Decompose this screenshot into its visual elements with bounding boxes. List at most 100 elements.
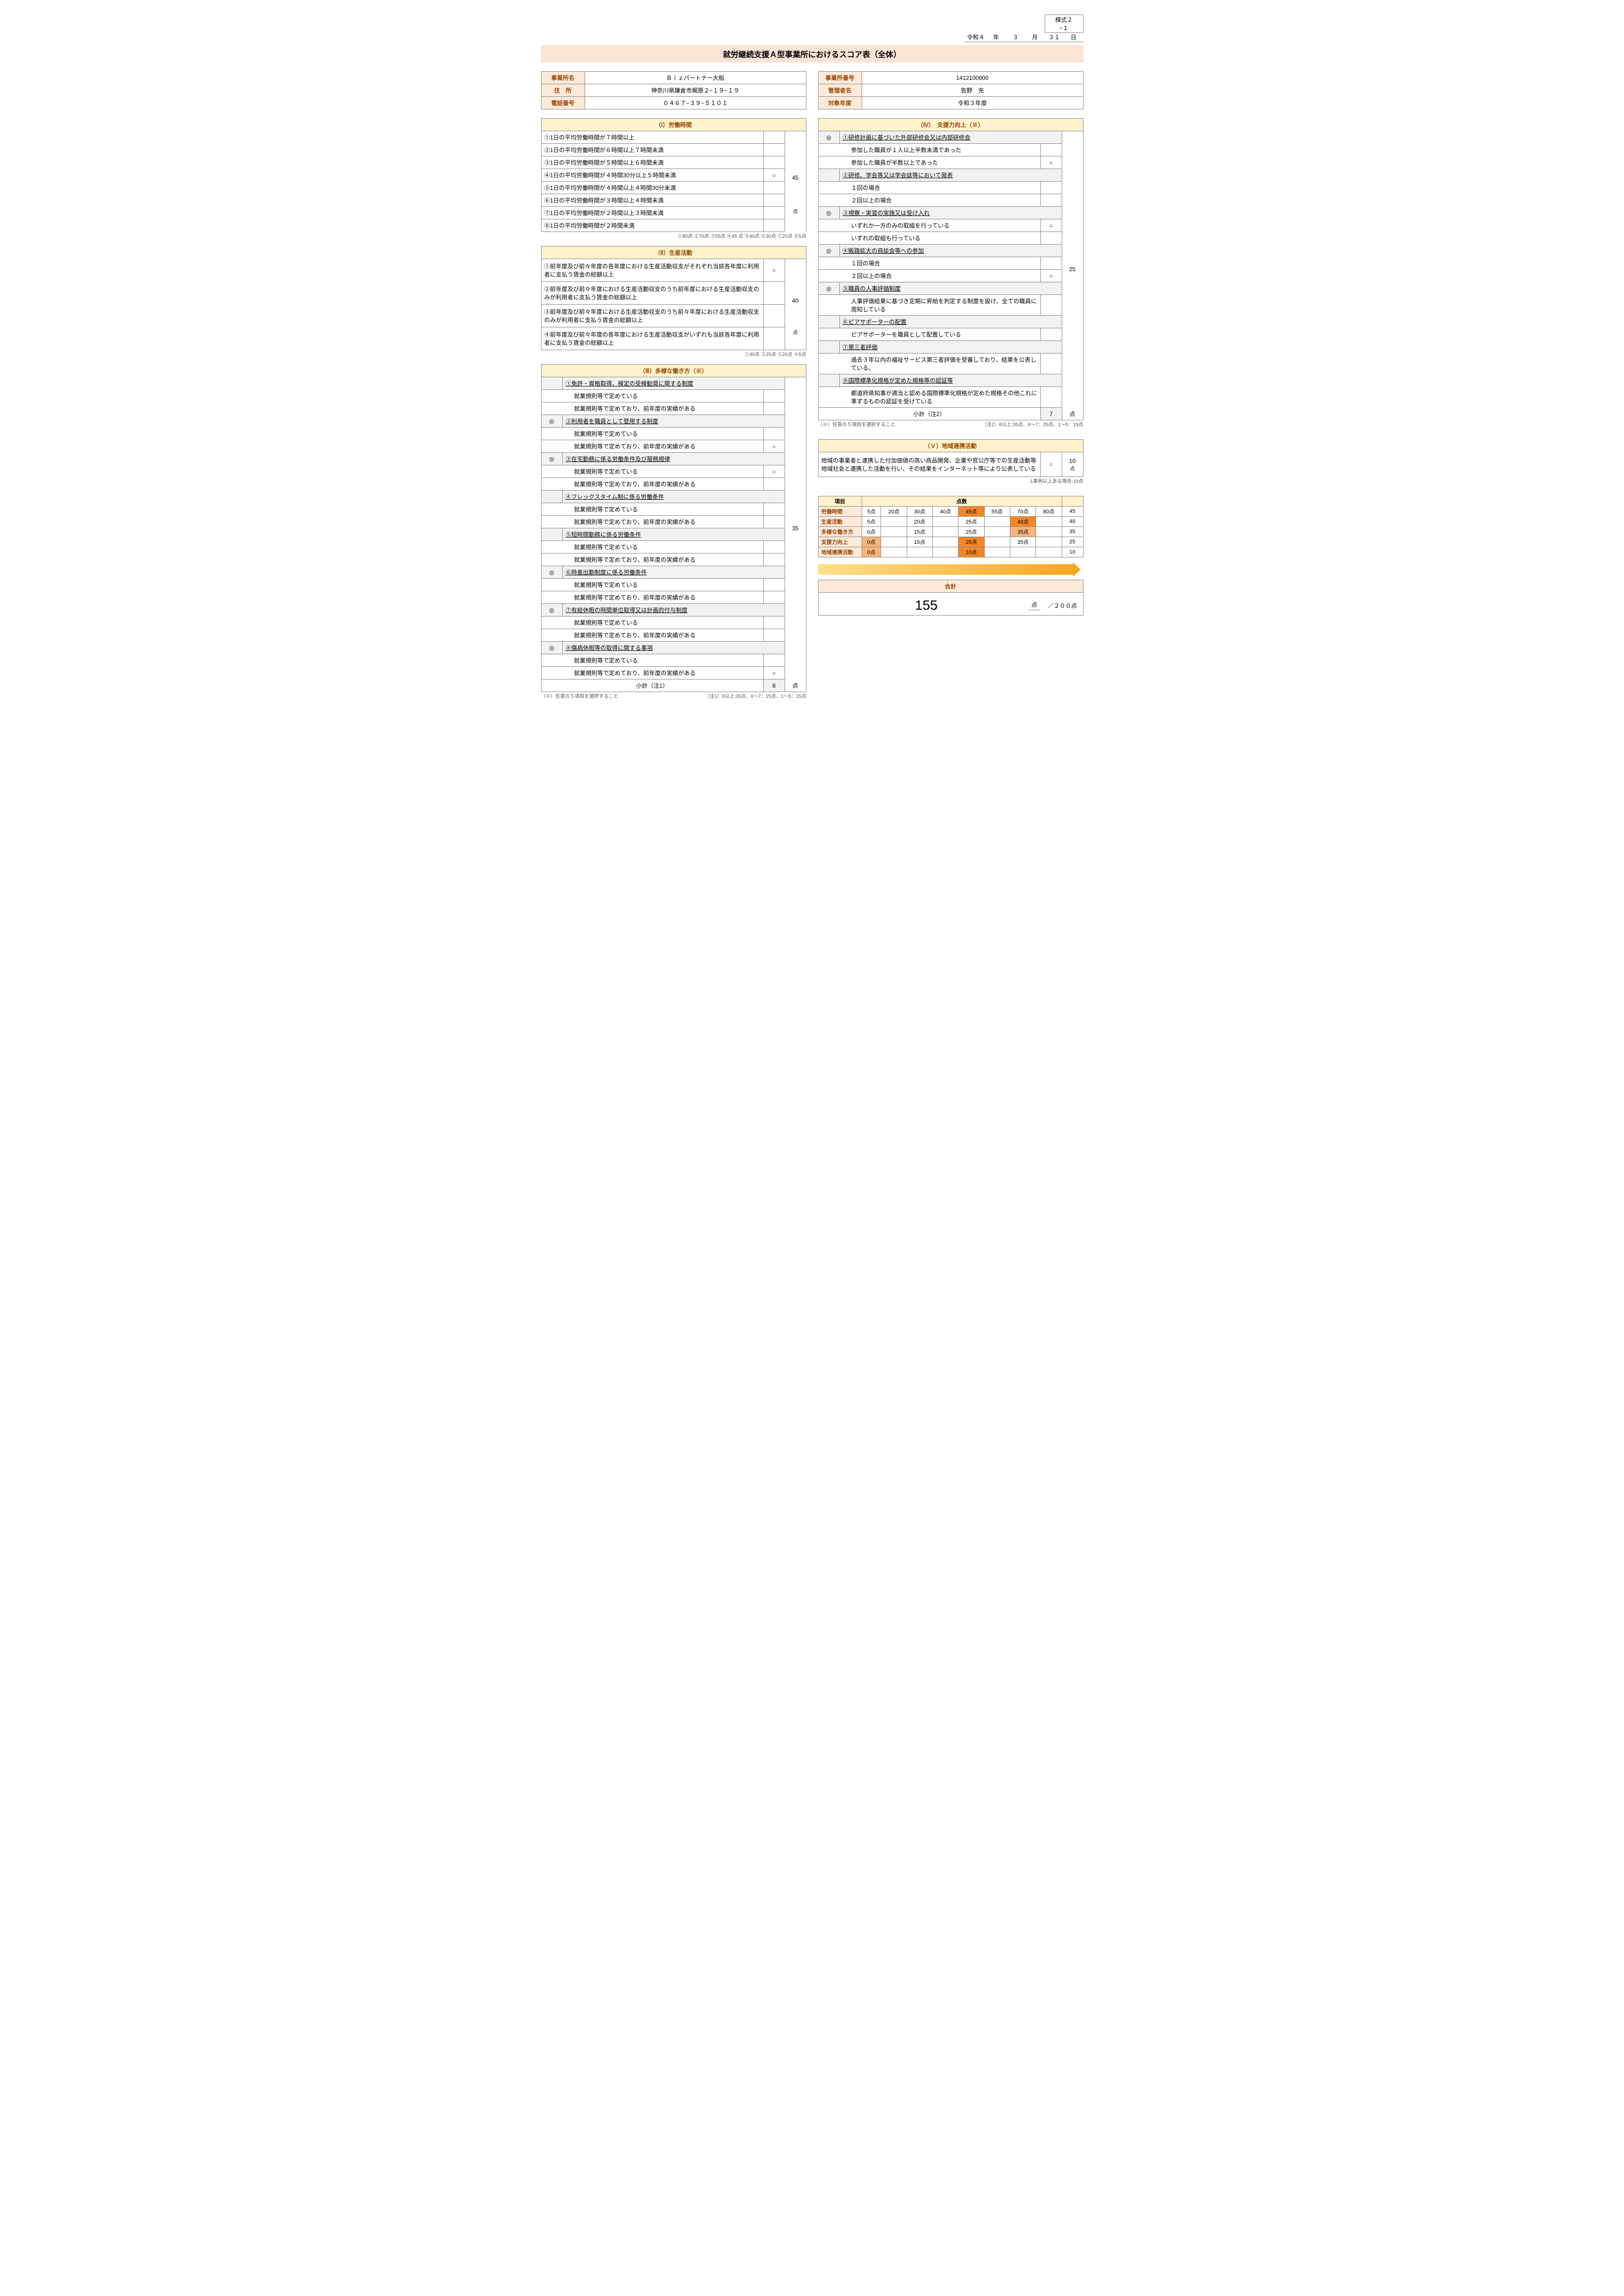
group-row: 就業規則等で定めている <box>562 616 763 629</box>
form-id: 様式２−１ <box>1045 15 1083 33</box>
group-mark <box>541 491 562 503</box>
group-row: 就業規則等で定めており、前年度の実績がある <box>562 440 763 453</box>
group-check: ○ <box>763 465 785 478</box>
summary-cell: 40点 <box>932 507 958 517</box>
group-row: 就業規則等で定めており、前年度の実績がある <box>562 478 763 491</box>
sec2-row: ②前年度及び前々年度における生産活動収支のうち前年度における生産活動収支のみが利… <box>541 282 763 305</box>
group-check <box>1040 182 1062 194</box>
group-check <box>763 541 785 554</box>
group-head: ⑧国際標準化規格が定めた規格等の認証等 <box>839 374 1062 387</box>
summary-cell: 80点 <box>1036 507 1062 517</box>
sec3-foot-l: （※）任意の５項目を選択すること <box>541 692 619 699</box>
group-mark: ◎ <box>541 566 562 579</box>
group-head: ⑦第三者評価 <box>839 341 1062 354</box>
group-row: ２回以上の場合 <box>839 194 1040 207</box>
sec5-foot: 1事例以上ある場合:10点 <box>818 477 1083 484</box>
sec1-row: ⑦1日の平均労働時間が２時間以上３時間未満 <box>541 207 763 219</box>
group-mark <box>541 528 562 541</box>
sec1-row: ⑥1日の平均労働時間が３時間以上４時間未満 <box>541 194 763 207</box>
summary-cell: 45点 <box>959 507 984 517</box>
summary-cell: 40点 <box>1010 517 1036 527</box>
sec2-check <box>763 305 785 327</box>
group-check <box>763 616 785 629</box>
summary-cell: 35点 <box>1010 527 1036 537</box>
group-head: ②利用者を職員として登用する制度 <box>562 415 785 428</box>
summary-row-head: 多様な働き方 <box>818 527 862 537</box>
date: 令和４年 ３月 ３１日 <box>965 33 1083 42</box>
group-head: ④販路拡大の商談会等への参加 <box>839 245 1062 257</box>
group-head: ⑦有給休暇の時間単位取得又は計画的付与制度 <box>562 604 785 616</box>
group-row: 過去３年以内の福祉サービス第三者評価を受審しており、結果を公表している。 <box>839 354 1040 374</box>
summary-cell: 25点 <box>959 537 984 547</box>
group-check <box>763 554 785 566</box>
group-check <box>763 654 785 667</box>
summary-row-head: 地域連携活動 <box>818 547 862 557</box>
group-mark: ◎ <box>818 282 839 295</box>
group-row: １回の場合 <box>839 257 1040 270</box>
group-check <box>1040 354 1062 374</box>
summary-cell <box>984 537 1010 547</box>
summary-cell <box>1036 517 1062 527</box>
group-row: 就業規則等で定めており、前年度の実績がある <box>562 516 763 528</box>
summary-cell <box>932 537 958 547</box>
sec1-check <box>763 219 785 232</box>
group-row: 就業規則等で定めており、前年度の実績がある <box>562 667 763 679</box>
sec2-row: ①前年度及び前々年度の各年度における生産活動収支がそれぞれ当該各年度に利用者に支… <box>541 259 763 282</box>
group-row: 参加した職員が半数以上であった <box>839 156 1040 169</box>
group-check: ○ <box>763 440 785 453</box>
group-head: ③視察・実習の実施又は受け入れ <box>839 207 1062 219</box>
summary-cell: 0点 <box>862 537 881 547</box>
summary-val: 10 <box>1062 547 1083 557</box>
summary-cell: 0点 <box>862 547 881 557</box>
summary-cell: 15点 <box>907 537 932 547</box>
summary-cell: 20点 <box>907 517 932 527</box>
summary-cell <box>881 547 907 557</box>
group-row: 就業規則等で定めている <box>562 465 763 478</box>
summary-cell <box>984 527 1010 537</box>
group-mark: ◎ <box>541 415 562 428</box>
group-row: ピアサポーターを職員として配置している <box>839 328 1040 341</box>
group-row: 就業規則等で定めている <box>562 503 763 516</box>
group-head: ⑤職員の人事評価制度 <box>839 282 1062 295</box>
group-check: ○ <box>1040 219 1062 232</box>
summary-cell <box>932 517 958 527</box>
summary-val: 45 <box>1062 507 1083 517</box>
group-check <box>763 503 785 516</box>
group-head: ⑧傷病休暇等の取得に関する事項 <box>562 642 785 654</box>
group-row: １回の場合 <box>839 182 1040 194</box>
group-mark <box>818 341 839 354</box>
sec4-foot-r: （注2）8以上:35点、6～7：25点、1～5：15点 <box>982 420 1083 428</box>
group-check <box>1040 295 1062 316</box>
group-head: ①研修計画に基づいた外部研修会又は内部研修会 <box>839 131 1062 144</box>
sec1-row: ③1日の平均労働時間が５時間以上６時間未満 <box>541 156 763 169</box>
group-mark <box>818 169 839 182</box>
group-check <box>763 516 785 528</box>
sec1-row: ④1日の平均労働時間が４時間30分以上５時間未満 <box>541 169 763 182</box>
section-5: （Ｖ）地域連携活動 地域の事業者と連携した付加価値の高い商品開発、企業や官公庁等… <box>818 439 1083 477</box>
group-head: ①免許・資格取得、検定の受検勧奨に関する制度 <box>562 377 785 390</box>
sec1-check <box>763 156 785 169</box>
group-row: 就業規則等で定めており、前年度の実績がある <box>562 402 763 415</box>
summary-cell <box>907 547 932 557</box>
group-check <box>763 390 785 402</box>
summary-val: 35 <box>1062 527 1083 537</box>
group-head: ⑥時差出勤制度に係る労働条件 <box>562 566 785 579</box>
group-row: 都道府県知事が適当と認める国際標準化規格が定めた規格その他これに準ずるものの認証… <box>839 387 1040 408</box>
summary-row-head: 労働時間 <box>818 507 862 517</box>
group-head: ⑥ピアサポーターの配置 <box>839 316 1062 328</box>
group-mark: ◎ <box>541 604 562 616</box>
group-row: いずれの取組も行っている <box>839 232 1040 245</box>
group-check <box>763 428 785 440</box>
sec1-row: ⑧1日の平均労働時間が２時間未満 <box>541 219 763 232</box>
group-row: 就業規則等で定めている <box>562 579 763 591</box>
group-row: 就業規則等で定めており、前年度の実績がある <box>562 554 763 566</box>
sec2-foot: ①40点 ②25点 ③20点 ④5点 <box>541 350 806 357</box>
group-mark <box>541 377 562 390</box>
group-check <box>1040 232 1062 245</box>
group-check <box>763 591 785 604</box>
sec1-row: ①1日の平均労働時間が７時間以上 <box>541 131 763 144</box>
summary-cell <box>881 537 907 547</box>
group-mark <box>818 316 839 328</box>
summary-cell <box>932 547 958 557</box>
sec3-foot-r: （注1）8以上:35点、6～7：25点、1～5：15点 <box>705 692 806 699</box>
